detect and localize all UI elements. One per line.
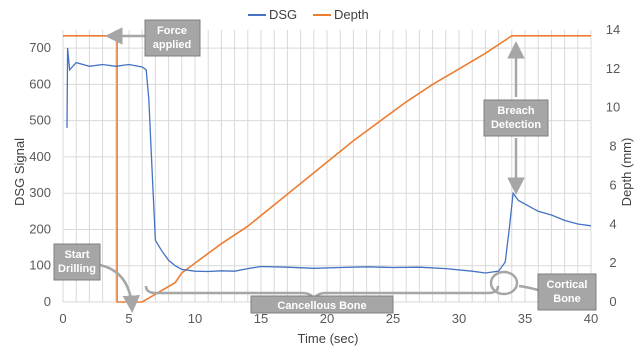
left-tick-label: 300 bbox=[29, 185, 51, 200]
right-tick-label: 12 bbox=[606, 61, 620, 76]
annotation-cortical: Cortical Bone bbox=[537, 273, 597, 311]
annotation-cancellous: Cancellous Bone bbox=[250, 295, 394, 314]
start-arrow bbox=[99, 263, 141, 313]
legend-depth-label: Depth bbox=[334, 7, 369, 22]
right-tick-label: 4 bbox=[609, 216, 616, 231]
cortical-circle bbox=[489, 270, 519, 296]
left-tick-label: 200 bbox=[29, 221, 51, 236]
force-box bbox=[144, 19, 201, 57]
left-axis-title: DSG Signal bbox=[12, 138, 27, 206]
cortical-arrow bbox=[518, 284, 539, 292]
right-tick-label: 0 bbox=[609, 294, 616, 309]
right-tick-label: 14 bbox=[606, 22, 620, 37]
x-tick-label: 5 bbox=[125, 311, 132, 326]
cancellous-text: Cancellous Bone bbox=[277, 300, 366, 312]
right-axis-title: Depth (mm) bbox=[619, 138, 634, 207]
force-text: Force applied bbox=[153, 25, 192, 51]
cancellous-box bbox=[250, 295, 394, 314]
x-axis-title: Time (sec) bbox=[298, 331, 359, 346]
breach-text: Breach Detection bbox=[491, 105, 541, 131]
left-tick-label: 100 bbox=[29, 258, 51, 273]
breach-box bbox=[483, 99, 549, 137]
series-depth-line bbox=[63, 35, 591, 303]
left-tick-label: 700 bbox=[29, 40, 51, 55]
right-tick-label: 6 bbox=[609, 177, 616, 192]
legend: DSG Depth bbox=[248, 7, 369, 22]
x-tick-label: 35 bbox=[518, 311, 532, 326]
gridlines bbox=[62, 30, 592, 303]
x-axis-ticks: 0 5 10 15 20 25 30 35 40 bbox=[59, 311, 598, 326]
x-tick-label: 40 bbox=[584, 311, 598, 326]
x-tick-label: 25 bbox=[386, 311, 400, 326]
right-axis-ticks: 0 2 4 6 8 10 12 14 bbox=[606, 22, 620, 309]
x-tick-label: 20 bbox=[320, 311, 334, 326]
annotation-force: Force applied bbox=[144, 19, 201, 57]
right-tick-label: 10 bbox=[606, 100, 620, 115]
x-tick-label: 0 bbox=[59, 311, 66, 326]
annotation-start: Start Drilling bbox=[53, 243, 101, 281]
cortical-box bbox=[537, 273, 597, 311]
x-tick-label: 10 bbox=[188, 311, 202, 326]
right-tick-label: 8 bbox=[609, 139, 616, 154]
left-axis-ticks: 0 100 200 300 400 500 600 700 bbox=[29, 40, 51, 309]
legend-dsg-label: DSG bbox=[269, 7, 297, 22]
x-tick-label: 15 bbox=[254, 311, 268, 326]
start-box bbox=[53, 243, 101, 281]
left-tick-label: 400 bbox=[29, 149, 51, 164]
right-tick-label: 2 bbox=[609, 255, 616, 270]
start-text: Start Drilling bbox=[58, 249, 96, 275]
annotation-breach: Breach Detection bbox=[483, 99, 549, 137]
x-tick-label: 30 bbox=[452, 311, 466, 326]
left-tick-label: 500 bbox=[29, 113, 51, 128]
cortical-text: Cortical Bone bbox=[547, 279, 588, 305]
left-tick-label: 600 bbox=[29, 76, 51, 91]
left-tick-label: 0 bbox=[44, 294, 51, 309]
